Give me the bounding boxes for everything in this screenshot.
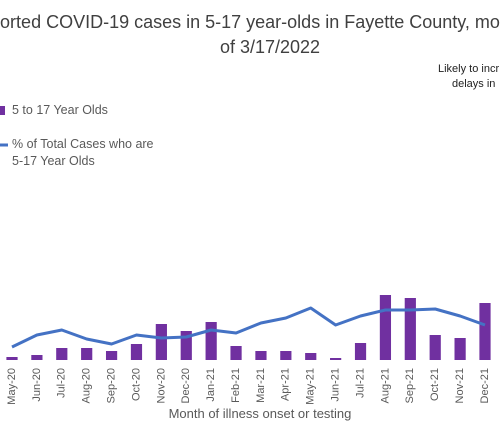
x-tick-label: Sep-21	[404, 368, 416, 403]
x-tick-label: Jun-21	[330, 368, 342, 402]
annotation: Likely to incr	[438, 63, 499, 75]
x-tick-label: Oct-20	[130, 368, 142, 401]
bar	[379, 295, 392, 360]
chart-title: of 3/17/2022	[220, 37, 320, 57]
legend-label: % of Total Cases who are 5-17 Year Olds	[12, 137, 154, 168]
annotation: delays in	[452, 78, 495, 90]
x-tick-label: Dec-21	[479, 368, 491, 403]
x-tick-label: Jan-21	[205, 368, 217, 402]
bar	[180, 331, 192, 360]
bar	[130, 344, 143, 360]
x-tick-label: Feb-21	[230, 368, 242, 403]
x-tick-label: May-20	[6, 368, 18, 405]
bar	[404, 298, 416, 360]
bar	[155, 324, 167, 360]
bar	[305, 353, 317, 360]
x-tick-label: Oct-21	[429, 368, 441, 401]
bar	[31, 355, 43, 360]
x-tick-label: Jul-20	[56, 368, 68, 398]
chart-title: orted COVID-19 cases in 5-17 year-olds i…	[0, 12, 500, 32]
bar	[354, 343, 367, 360]
x-tick-label: Apr-21	[280, 368, 292, 401]
x-tick-label: Nov-21	[454, 368, 466, 403]
x-tick-label: Sep-20	[105, 368, 117, 403]
bar	[230, 346, 242, 360]
bar	[205, 322, 217, 360]
bar	[6, 357, 18, 360]
bar	[255, 351, 267, 360]
bar	[479, 303, 491, 360]
bar	[280, 351, 292, 360]
x-tick-label: Jun-20	[31, 368, 43, 402]
legend-label: 5 to 17 Year Olds	[12, 103, 108, 117]
bar	[429, 335, 441, 360]
bar	[56, 348, 68, 360]
bar	[330, 358, 342, 360]
x-tick-label: Aug-20	[81, 368, 93, 403]
x-tick-label: Jul-21	[354, 368, 366, 398]
bar	[105, 351, 118, 360]
x-tick-label: May-21	[305, 368, 317, 405]
x-tick-label: Aug-21	[379, 368, 391, 403]
x-tick-label: Mar-21	[255, 368, 267, 403]
bar	[454, 338, 466, 360]
x-tick-label: Dec-20	[180, 368, 192, 403]
line	[11, 306, 486, 349]
bar	[81, 348, 93, 360]
x-tick-label: Nov-20	[155, 368, 167, 403]
x-axis-title: Month of illness onset or testing	[169, 406, 352, 421]
legend-swatch	[0, 106, 5, 115]
